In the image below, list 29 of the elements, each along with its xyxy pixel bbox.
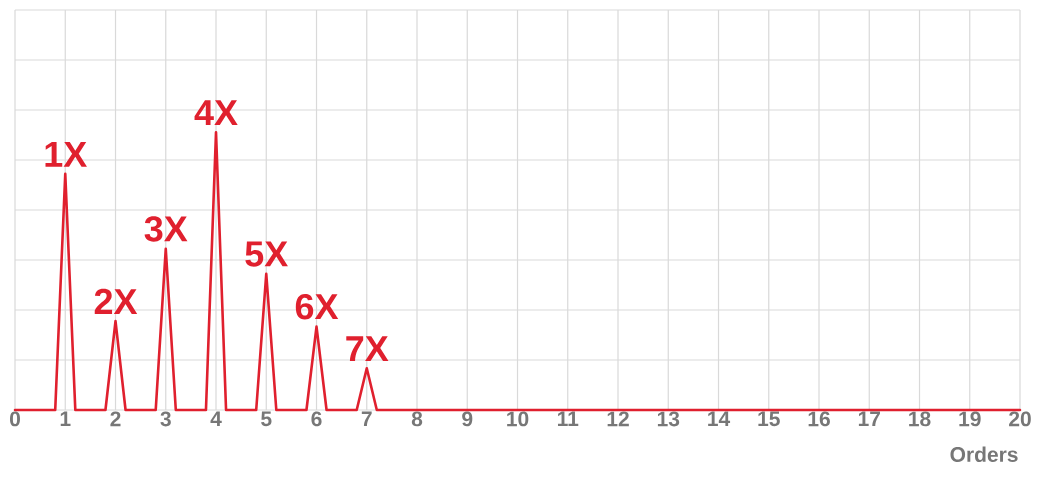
- x-tick-label: 19: [959, 411, 981, 427]
- x-tick-label: 2: [110, 411, 121, 427]
- x-tick-label: 6: [311, 411, 322, 427]
- x-tick-label: 13: [657, 411, 680, 427]
- annotation: 3X: [144, 216, 188, 242]
- x-tick-label: 9: [462, 411, 473, 427]
- annotation: 7X: [346, 336, 389, 362]
- x-tick-label: 18: [909, 411, 931, 427]
- x-tick-label: 1: [60, 411, 71, 426]
- x-tick-label: 17: [858, 411, 880, 426]
- x-tick-label: 5: [261, 411, 272, 427]
- x-axis-title: Orders: [950, 446, 1018, 462]
- x-tick-label: 7: [361, 411, 372, 426]
- annotation: 5X: [245, 241, 288, 267]
- x-tick-label: 16: [808, 411, 830, 427]
- annotation: 6X: [295, 293, 339, 320]
- x-tick-label: 14: [708, 411, 731, 426]
- annotation: 1X: [45, 141, 87, 167]
- x-tick-label: 20: [1009, 411, 1031, 427]
- annotation: 4X: [194, 100, 238, 126]
- x-tick-label: 8: [411, 411, 423, 427]
- x-tick-label: 15: [758, 411, 780, 427]
- x-tick-label: 12: [607, 411, 629, 427]
- annotation: 2X: [94, 288, 138, 314]
- x-tick-label: 10: [507, 411, 529, 427]
- x-tick-label: 4: [210, 411, 222, 426]
- x-tick-label: 11: [557, 411, 579, 426]
- x-tick-label: 3: [160, 411, 171, 427]
- x-tick-label: 0: [10, 411, 20, 427]
